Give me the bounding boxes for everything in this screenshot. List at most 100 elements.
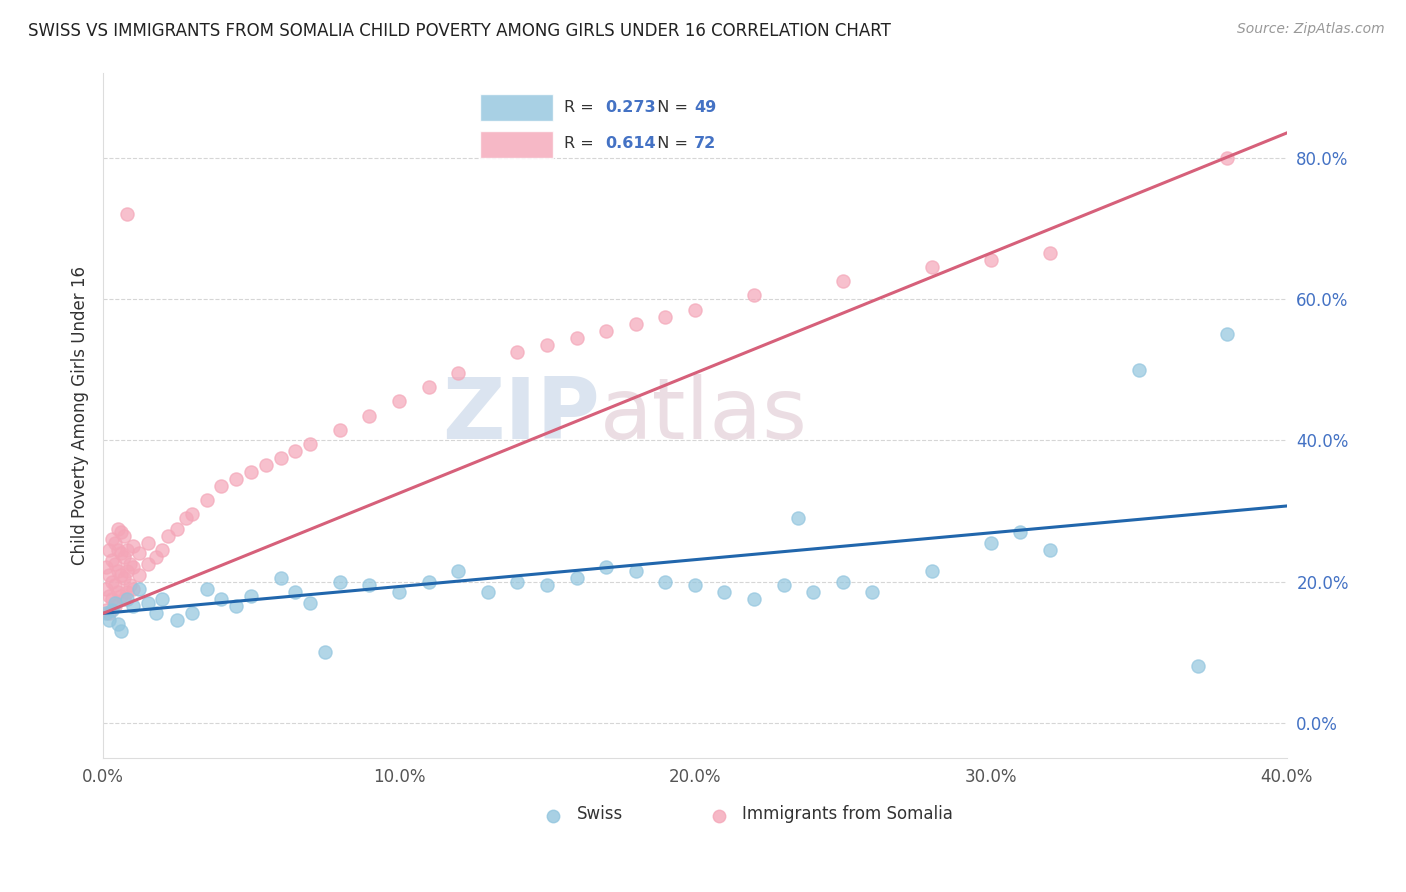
Point [506,345,529,359]
Point [98,542,121,557]
Point [98,567,121,582]
Point [801,585,824,599]
Point [1128,362,1150,376]
Point [240,589,263,603]
Point [329,574,352,589]
Point [195,582,218,596]
Point [299,596,322,610]
Point [118,578,141,592]
Point [713,585,735,599]
Point [1216,151,1239,165]
Point [121,582,143,596]
Point [115,207,138,221]
Point [742,288,765,302]
Point [270,571,292,585]
Point [150,542,173,557]
Point [536,338,558,352]
Point [128,567,150,582]
Point [787,511,810,525]
Point [314,645,336,659]
Point [477,585,499,599]
Point [831,274,853,288]
Text: Immigrants from Somalia: Immigrants from Somalia [742,805,953,823]
Point [118,557,141,571]
Y-axis label: Child Poverty Among Girls Under 16: Child Poverty Among Girls Under 16 [72,266,89,565]
Point [284,585,307,599]
Text: ZIP: ZIP [443,374,600,457]
Point [772,578,794,592]
Point [101,532,124,546]
Point [270,450,292,465]
Point [359,578,381,592]
Point [329,423,352,437]
Point [115,542,138,557]
Point [418,574,440,589]
Point [166,522,188,536]
Point [110,589,132,603]
Point [254,458,277,472]
Point [595,560,617,574]
Point [121,539,143,553]
Point [145,549,167,564]
Point [94,607,117,621]
Point [225,599,247,614]
Point [166,614,188,628]
Point [98,589,121,603]
Point [860,585,883,599]
Point [174,511,197,525]
Point [195,493,218,508]
Point [980,253,1002,268]
Point [683,302,706,317]
Point [536,578,558,592]
Point [683,578,706,592]
Point [180,508,202,522]
Point [136,535,159,549]
Point [104,535,127,549]
Point [388,394,411,409]
Point [1039,542,1062,557]
Point [107,542,129,557]
Point [110,567,132,582]
Point [1187,659,1209,673]
Point [565,331,588,345]
Point [157,529,180,543]
Point [447,564,470,578]
Point [624,564,647,578]
Point [112,529,135,543]
Point [101,574,124,589]
Point [107,522,129,536]
Point [831,574,853,589]
Point [115,592,138,607]
Point [101,592,124,607]
Point [104,599,127,614]
Text: Source: ZipAtlas.com: Source: ZipAtlas.com [1237,22,1385,37]
Point [565,571,588,585]
Point [359,409,381,423]
Point [180,607,202,621]
Point [94,582,117,596]
Point [121,599,143,614]
Point [388,585,411,599]
Text: Swiss: Swiss [576,805,623,823]
Point [98,614,121,628]
Point [742,592,765,607]
Point [115,564,138,578]
Point [107,616,129,631]
Point [107,564,129,578]
Point [101,603,124,617]
Point [94,560,117,574]
Point [284,443,307,458]
Point [211,479,233,493]
Point [1010,525,1032,540]
Point [418,380,440,394]
Point [145,607,167,621]
Point [115,585,138,599]
Point [1039,246,1062,260]
Text: atlas: atlas [600,374,808,457]
Point [104,596,127,610]
Point [110,624,132,638]
Point [506,574,529,589]
Point [128,582,150,596]
Point [921,260,943,275]
Point [128,546,150,560]
